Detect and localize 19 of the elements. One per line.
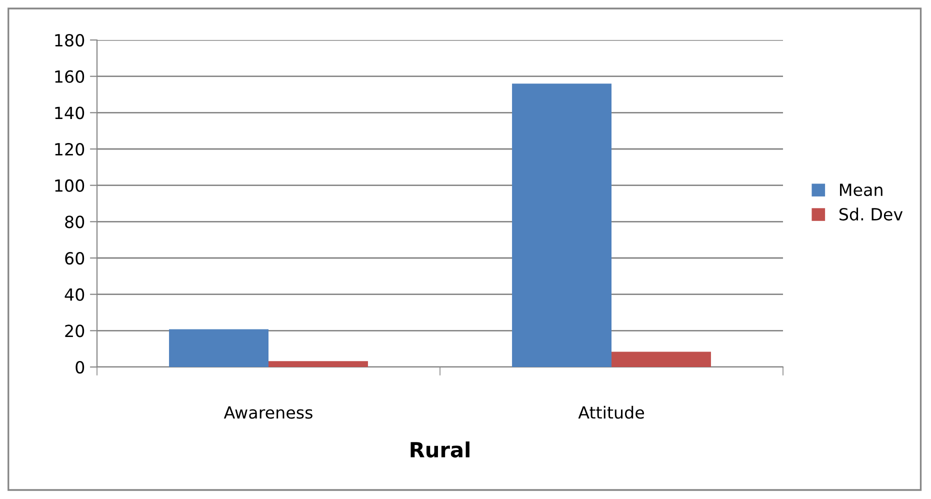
bar bbox=[612, 352, 711, 367]
bar bbox=[268, 361, 368, 367]
y-tick-label: 0 bbox=[76, 360, 84, 374]
y-tick-label: 180 bbox=[55, 34, 84, 47]
y-tick-label: 20 bbox=[65, 324, 84, 338]
y-tick-label: 40 bbox=[64, 288, 84, 301]
legend-label: Mean bbox=[840, 184, 882, 196]
bar bbox=[512, 84, 612, 367]
y-tick-label: 100 bbox=[55, 179, 84, 192]
legend-label: Sd. Dev bbox=[839, 208, 903, 221]
x-axis-title: Rural bbox=[410, 441, 470, 458]
y-tick-label: 60 bbox=[65, 252, 84, 265]
bar bbox=[169, 329, 268, 367]
x-tick-label: Awareness bbox=[224, 406, 312, 419]
y-tick-label: 80 bbox=[65, 216, 84, 228]
y-tick-label: 160 bbox=[55, 70, 84, 83]
y-tick-label: 120 bbox=[55, 142, 84, 156]
x-tick-label: Attitude bbox=[578, 406, 644, 419]
y-tick-label: 140 bbox=[55, 106, 84, 120]
